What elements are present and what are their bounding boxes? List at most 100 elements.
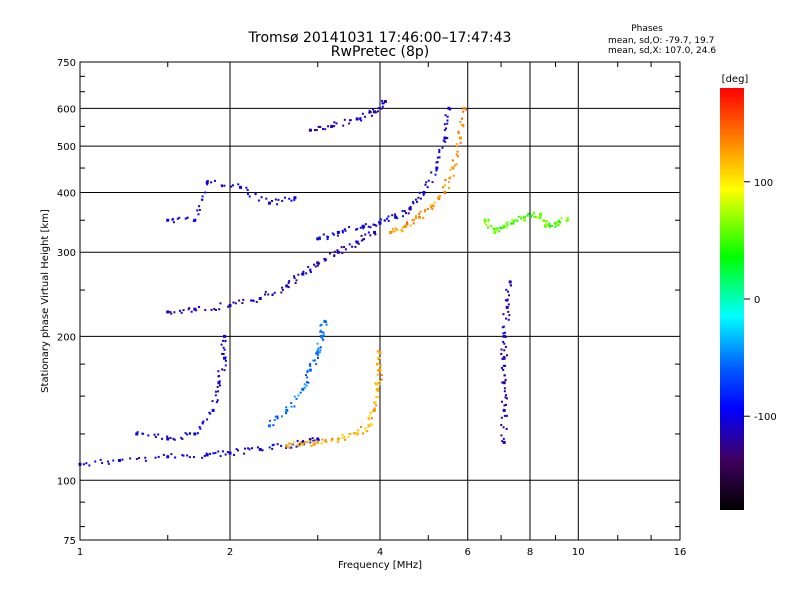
echo-point xyxy=(380,378,383,381)
echo-point xyxy=(216,385,219,388)
echo-point xyxy=(142,432,145,435)
echo-point xyxy=(425,181,428,184)
echo-point xyxy=(258,297,262,301)
echo-point xyxy=(504,394,507,397)
echo-point xyxy=(296,439,299,442)
echo-point xyxy=(318,236,321,239)
echo-point xyxy=(377,387,380,390)
echo-point xyxy=(355,240,358,243)
echo-point xyxy=(377,382,380,385)
echo-point xyxy=(206,418,209,421)
echo-point xyxy=(457,155,460,158)
x-tick-label: 4 xyxy=(377,547,383,558)
echo-point xyxy=(99,458,102,461)
echo-point xyxy=(356,117,359,120)
echo-point xyxy=(237,183,240,186)
echo-point xyxy=(354,432,357,435)
echo-point xyxy=(325,323,328,326)
echo-point xyxy=(343,436,346,439)
echo-point xyxy=(321,337,324,340)
plot-grid xyxy=(79,61,681,541)
echo-point xyxy=(232,453,235,456)
echo-point xyxy=(349,432,352,435)
echo-point xyxy=(319,349,322,352)
echo-point xyxy=(341,229,344,232)
echo-point xyxy=(193,307,197,311)
echo-point xyxy=(392,227,395,230)
echo-point xyxy=(445,127,448,130)
echo-point xyxy=(442,139,445,142)
echo-point xyxy=(436,161,439,164)
echo-point xyxy=(387,219,390,222)
echo-point xyxy=(198,426,201,429)
echo-point xyxy=(361,432,364,435)
echo-point xyxy=(492,227,495,230)
echo-point xyxy=(374,382,377,385)
echo-point xyxy=(157,455,160,458)
echo-point xyxy=(153,433,156,436)
echo-point xyxy=(289,442,292,445)
echo-point xyxy=(444,140,447,143)
echo-point xyxy=(101,462,104,465)
echo-point xyxy=(184,432,187,435)
echo-point xyxy=(426,207,429,210)
x-tick-label: 1 xyxy=(77,547,83,558)
echo-point xyxy=(489,224,492,227)
echo-point xyxy=(309,129,312,132)
echo-point xyxy=(434,173,437,176)
echo-point xyxy=(218,375,221,378)
echo-point xyxy=(331,232,334,235)
echo-point xyxy=(377,369,380,372)
echo-point xyxy=(324,440,327,443)
echo-point xyxy=(313,442,316,445)
echo-point xyxy=(187,308,190,311)
echo-point xyxy=(387,215,390,218)
echo-point xyxy=(455,153,458,156)
echo-point xyxy=(223,348,226,351)
echo-point xyxy=(250,299,253,302)
echo-point xyxy=(543,224,546,227)
echo-point xyxy=(246,189,249,192)
echo-point xyxy=(222,339,225,342)
echo-point xyxy=(447,181,450,184)
echo-point xyxy=(333,254,336,257)
echo-point xyxy=(166,437,170,441)
echo-point xyxy=(379,218,382,221)
echo-point xyxy=(241,302,244,305)
echo-point xyxy=(431,208,434,211)
x-tick-label: 2 xyxy=(227,547,233,558)
echo-point xyxy=(505,427,508,430)
echo-point xyxy=(374,401,377,404)
echo-point xyxy=(222,346,225,349)
echo-point xyxy=(190,310,193,313)
echo-point xyxy=(503,404,506,407)
echo-point xyxy=(197,306,200,309)
echo-point xyxy=(502,332,505,335)
echo-point xyxy=(298,443,301,446)
echo-point xyxy=(370,114,373,117)
echo-point xyxy=(502,381,506,385)
echo-point xyxy=(508,280,512,284)
echo-point xyxy=(117,458,121,462)
echo-point xyxy=(435,166,439,170)
echo-point xyxy=(538,215,541,218)
echo-point xyxy=(322,331,325,334)
echo-point xyxy=(206,180,209,183)
echo-point xyxy=(188,432,191,435)
echo-point xyxy=(376,350,379,353)
echo-point xyxy=(309,438,312,441)
echo-point xyxy=(517,215,520,218)
echo-point xyxy=(329,252,332,255)
echo-point xyxy=(218,380,221,383)
echo-point xyxy=(202,420,205,423)
echo-point xyxy=(506,299,509,302)
echo-point xyxy=(435,161,438,164)
echo-point xyxy=(362,238,365,241)
echo-point xyxy=(405,221,408,224)
echo-point xyxy=(317,357,320,360)
x-tick-label: 16 xyxy=(674,547,687,558)
echo-point xyxy=(310,445,313,448)
echo-point xyxy=(107,462,110,465)
echo-point xyxy=(293,275,296,278)
echo-point xyxy=(276,203,279,206)
